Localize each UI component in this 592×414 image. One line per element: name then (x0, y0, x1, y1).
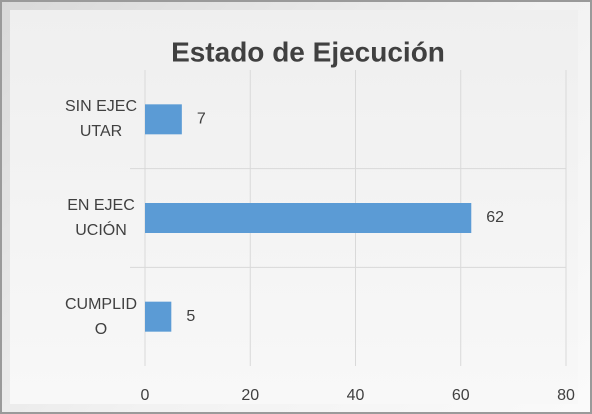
bar (145, 104, 182, 135)
data-label: 7 (197, 111, 206, 128)
bar (145, 203, 472, 233)
x-tick-label: 40 (347, 387, 365, 404)
y-tick-label: CUMPLIDO (64, 295, 137, 338)
x-tick-label: 80 (557, 387, 575, 404)
y-tick-label: SIN EJECUTAR (64, 98, 137, 141)
chart-title: Estado de Ejecución (171, 36, 445, 67)
y-tick-label: EN EJECUCIÓN (67, 197, 135, 239)
bar (145, 301, 172, 332)
x-tick-label: 20 (241, 387, 259, 404)
x-tick-label: 0 (141, 387, 150, 404)
data-label: 62 (486, 209, 504, 226)
data-label: 5 (186, 308, 195, 325)
x-tick-label: 60 (452, 387, 470, 404)
